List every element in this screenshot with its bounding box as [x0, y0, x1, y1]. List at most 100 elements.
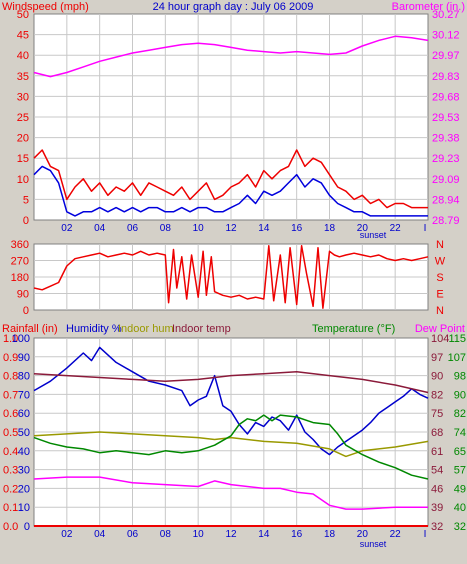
- temperature-tick: 32: [431, 521, 443, 533]
- rainfall-axis-label: Rainfall (in): [2, 323, 58, 335]
- hour-tick-3: 20: [357, 529, 369, 540]
- hour-tick-3: 22: [390, 529, 402, 540]
- hour-tick-1: 22: [390, 223, 402, 234]
- windspeed-tick: 40: [17, 50, 29, 62]
- barometer-tick: 29.53: [432, 112, 460, 124]
- windspeed-tick: 20: [17, 133, 29, 145]
- windspeed-tick: 0: [23, 215, 29, 227]
- barometer-tick: 29.97: [432, 50, 460, 62]
- dew-point-tick: 49: [454, 483, 466, 495]
- direction-compass-tick: E: [436, 289, 443, 301]
- hour-tick-1: 10: [193, 223, 205, 234]
- humidity-label: Humidity %: [66, 323, 122, 335]
- rainfall-tick: 0.0: [3, 521, 18, 533]
- wind-direction-line: [33, 245, 429, 309]
- rainfall-tick: 0.5: [3, 427, 18, 439]
- barometer-axis-label: Barometer (in.): [392, 1, 465, 13]
- temperature-tick: 46: [431, 483, 443, 495]
- rainfall-tick: 0.7: [3, 389, 18, 401]
- temperature-axis-label: Temperature (°F): [312, 323, 395, 335]
- temperature-tick: 97: [431, 352, 443, 364]
- windspeed-tick: 5: [23, 194, 29, 206]
- humidity-temperature-panel: 0.0 0.1 0.2 0.3 0.4 0.5 0.6 0.7 0.8 0.9 1.0 0 10 20 30…: [2, 323, 466, 549]
- rainfall-tick: 0.3: [3, 465, 18, 477]
- rainfall-tick: 0.8: [3, 371, 18, 383]
- temperature-tick: 61: [431, 446, 443, 458]
- barometer-tick: 29.38: [432, 133, 460, 145]
- windspeed-tick: 25: [17, 112, 29, 124]
- humidity-tick: 80: [18, 371, 30, 383]
- barometer-tick: 30.27: [432, 9, 460, 21]
- barometer-tick: 29.83: [432, 71, 460, 83]
- wind_avg-line: [33, 165, 428, 217]
- rainfall-tick: 0.6: [3, 408, 18, 420]
- direction-compass-tick: S: [436, 272, 443, 284]
- barometer-tick: 29.68: [432, 91, 460, 103]
- temperature-tick: 75: [431, 408, 443, 420]
- barometer-tick: 30.12: [432, 30, 460, 42]
- humidity-tick: 100: [12, 333, 30, 345]
- dew-point-tick: 90: [454, 389, 466, 401]
- hour-tick-3: 16: [291, 529, 303, 540]
- end-marker-3: I: [424, 529, 427, 540]
- hour-tick-1: 20: [357, 223, 369, 234]
- sunset-marker-3: sunset: [360, 539, 387, 549]
- humidity-tick: 40: [18, 446, 30, 458]
- dew-point-tick: 65: [454, 446, 466, 458]
- dew-point-tick: 107: [448, 352, 466, 364]
- temperature-tick: 68: [431, 427, 443, 439]
- hour-tick-3: 18: [324, 529, 336, 540]
- hour-tick-3: 04: [94, 529, 106, 540]
- hour-tick-3: 10: [193, 529, 205, 540]
- dew-point-tick: 115: [448, 333, 466, 345]
- humidity-tick: 70: [18, 389, 30, 401]
- barometer-tick: 28.94: [432, 194, 460, 206]
- barometer-tick: 29.23: [432, 153, 460, 165]
- temperature-tick: 104: [431, 333, 449, 345]
- direction-compass-tick: N: [436, 305, 444, 317]
- barometer-tick: 28.79: [432, 215, 460, 227]
- humidity-tick: 90: [18, 352, 30, 364]
- chart-title: 24 hour graph day : July 06 2009: [153, 1, 314, 13]
- end-marker-1: I: [424, 223, 427, 234]
- indoor-hum-label: Indoor hum: [118, 323, 174, 335]
- dew-point-tick: 74: [454, 427, 466, 439]
- indoor-temp-label: Indoor temp: [172, 323, 231, 335]
- dew-point-tick: 98: [454, 371, 466, 383]
- dew_point-line: [33, 476, 428, 510]
- direction-degree-tick: 90: [17, 289, 29, 301]
- rainfall-tick: 1.0: [3, 333, 18, 345]
- hour-tick-1: 08: [160, 223, 172, 234]
- temperature-tick: 39: [431, 502, 443, 514]
- rainfall-tick: 0.2: [3, 483, 18, 495]
- rainfall-tick: 0.9: [3, 352, 18, 364]
- hour-tick-1: 18: [324, 223, 336, 234]
- hour-tick-1: 12: [225, 223, 237, 234]
- humidity-tick: 0: [24, 521, 30, 533]
- wind_gust-line: [33, 149, 428, 209]
- humidity-tick: 10: [18, 502, 30, 514]
- windspeed-tick: 30: [17, 91, 29, 103]
- direction-compass-tick: W: [435, 256, 446, 268]
- direction-degree-tick: 360: [11, 239, 29, 251]
- hour-tick-1: 04: [94, 223, 106, 234]
- barometer-line: [33, 35, 429, 78]
- hour-tick-1: 14: [258, 223, 270, 234]
- barometer-tick: 29.09: [432, 174, 460, 186]
- windspeed-tick: 10: [17, 174, 29, 186]
- humidity-tick: 20: [18, 483, 30, 495]
- hour-tick-3: 08: [160, 529, 172, 540]
- hour-tick-3: 02: [61, 529, 73, 540]
- dew-point-tick: 57: [454, 465, 466, 477]
- temperature-tick: 90: [431, 371, 443, 383]
- windspeed-tick: 15: [17, 153, 29, 165]
- sunset-marker-1: sunset: [360, 230, 387, 240]
- temperature-line: [33, 414, 429, 480]
- windspeed-tick: 45: [17, 30, 29, 42]
- dew-point-tick: 82: [454, 408, 466, 420]
- indoor_temp-line: [33, 371, 429, 394]
- dew-point-tick: 32: [454, 521, 466, 533]
- wind-barometer-panel: 0 5 10 15 20 25 30 35 40 45 50 28.79 28.94 29.09 29.23…: [2, 1, 465, 240]
